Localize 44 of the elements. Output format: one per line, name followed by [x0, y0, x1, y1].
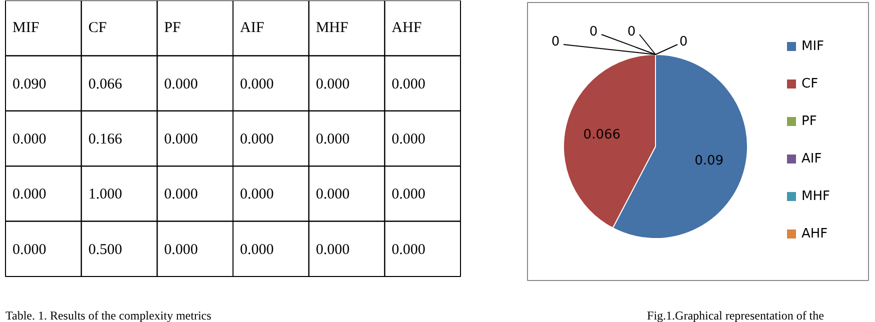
legend-label: AHF — [802, 226, 828, 242]
text: 0.066 — [88, 76, 122, 92]
text: 1.000 — [88, 186, 122, 203]
text: 0.000 — [164, 132, 198, 148]
text: 0.000 — [316, 132, 350, 148]
text: 0.500 — [88, 242, 122, 258]
text: 0.000 — [392, 186, 426, 203]
text: 0 — [627, 24, 636, 40]
text: 0 — [589, 24, 598, 40]
category-label: PF — [164, 20, 181, 36]
text: 0.000 — [164, 186, 198, 203]
text: 0.000 — [240, 76, 274, 92]
text: 0.090 — [12, 76, 46, 92]
caption: Fig.1.Graphical representation of the — [647, 308, 824, 322]
legend-label: PF — [802, 114, 817, 129]
text: 0.000 — [316, 186, 350, 203]
text: Table. 1. Results of the complexity metrics — [6, 308, 212, 322]
text: 0 — [679, 34, 688, 50]
text: 0.000 — [240, 242, 274, 258]
data-label: 0.066 — [583, 127, 621, 142]
text: 0.000 — [392, 76, 426, 92]
text: 0.000 — [164, 76, 198, 92]
text: 0.000 — [316, 242, 350, 258]
category-label: AHF — [392, 20, 422, 36]
text: 0.000 — [240, 186, 274, 203]
legend-label: CF — [802, 76, 818, 92]
text: 0.000 — [12, 186, 46, 203]
text: 0.000 — [240, 132, 274, 148]
text: 0.000 — [164, 242, 198, 258]
text: 0.000 — [12, 132, 46, 148]
category-label: MHF — [316, 20, 348, 36]
data-label: 0.09 — [694, 154, 724, 169]
category-label: CF — [88, 20, 107, 36]
category-label: MIF — [12, 20, 40, 36]
text: 0.000 — [392, 132, 426, 148]
text: 0.000 — [12, 242, 46, 258]
category-label: AIF — [240, 20, 264, 36]
text: 0.000 — [316, 76, 350, 92]
text: 0.000 — [392, 242, 426, 258]
legend-label: AIF — [802, 152, 822, 166]
text: 0.166 — [88, 132, 122, 148]
legend-label: MHF — [802, 189, 830, 204]
text: 0 — [551, 34, 560, 50]
legend-label: MIF — [802, 39, 824, 54]
